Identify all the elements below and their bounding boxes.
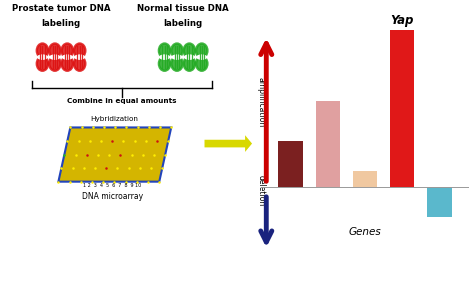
Ellipse shape (184, 57, 195, 71)
Bar (390, 30, 414, 188)
Text: amplification: amplification (257, 77, 266, 128)
Ellipse shape (62, 44, 73, 58)
Bar (278, 141, 302, 188)
Text: labeling: labeling (42, 19, 81, 28)
Ellipse shape (62, 54, 73, 60)
Ellipse shape (49, 57, 60, 71)
Ellipse shape (74, 54, 85, 60)
Ellipse shape (49, 44, 60, 58)
Polygon shape (58, 127, 171, 182)
Bar (353, 171, 377, 188)
Text: Genes: Genes (348, 227, 382, 237)
Ellipse shape (49, 54, 60, 60)
Text: Prostate tumor DNA: Prostate tumor DNA (12, 4, 110, 13)
Ellipse shape (172, 44, 182, 58)
Text: Yap: Yap (391, 14, 414, 27)
Text: 1 2  3  4  5  6  7  8  9 10: 1 2 3 4 5 6 7 8 9 10 (83, 183, 142, 188)
Text: Combine in equal amounts: Combine in equal amounts (67, 98, 177, 104)
Ellipse shape (74, 57, 85, 71)
Bar (316, 101, 340, 188)
Text: labeling: labeling (164, 19, 203, 28)
Text: DNA microarray: DNA microarray (82, 192, 143, 201)
Ellipse shape (184, 44, 195, 58)
Ellipse shape (159, 57, 170, 71)
Ellipse shape (196, 44, 207, 58)
Ellipse shape (159, 44, 170, 58)
Ellipse shape (37, 44, 48, 58)
Ellipse shape (37, 57, 48, 71)
Text: Normal tissue DNA: Normal tissue DNA (137, 4, 229, 13)
Ellipse shape (62, 57, 73, 71)
Bar (428, 188, 452, 217)
Ellipse shape (172, 54, 182, 60)
Ellipse shape (172, 57, 182, 71)
Text: deletion: deletion (257, 175, 266, 206)
Ellipse shape (37, 54, 48, 60)
Ellipse shape (196, 54, 207, 60)
Text: Hybridization: Hybridization (90, 116, 138, 122)
Ellipse shape (74, 44, 85, 58)
Ellipse shape (196, 57, 207, 71)
Ellipse shape (159, 54, 170, 60)
Ellipse shape (184, 54, 195, 60)
